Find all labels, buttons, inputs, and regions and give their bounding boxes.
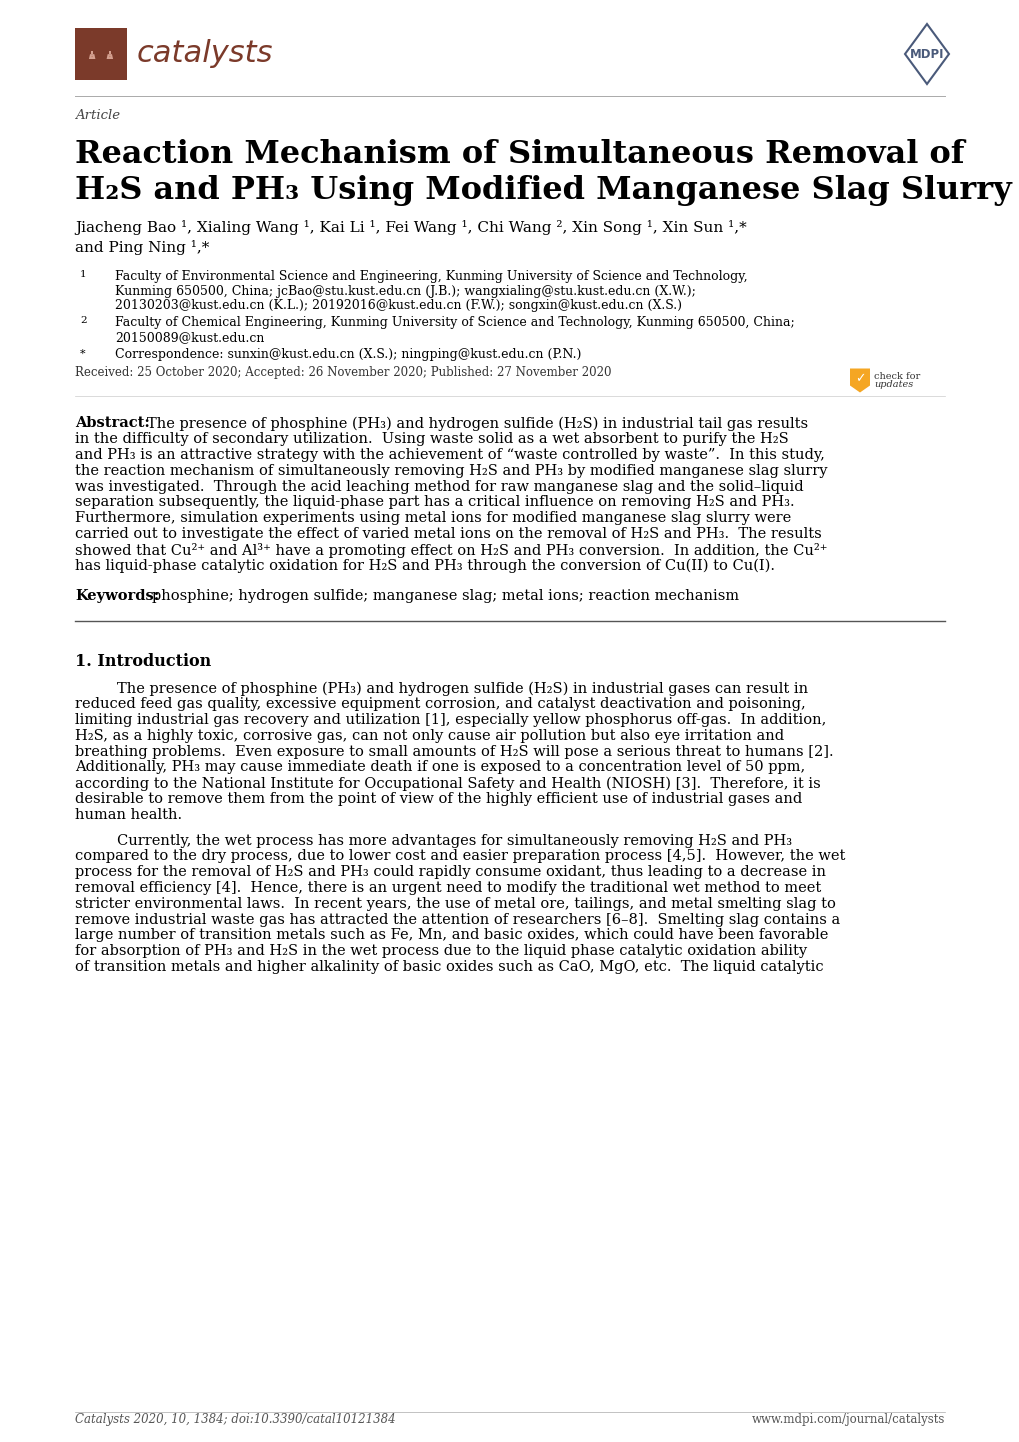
Text: stricter environmental laws.  In recent years, the use of metal ore, tailings, a: stricter environmental laws. In recent y… [75,897,835,911]
Text: check for: check for [873,372,919,382]
Text: Faculty of Chemical Engineering, Kunming University of Science and Technology, K: Faculty of Chemical Engineering, Kunming… [115,316,794,330]
Text: the reaction mechanism of simultaneously removing H₂S and PH₃ by modified mangan: the reaction mechanism of simultaneously… [75,464,826,477]
Text: Abstract:: Abstract: [75,417,150,431]
Text: Jiacheng Bao ¹, Xialing Wang ¹, Kai Li ¹, Fei Wang ¹, Chi Wang ², Xin Song ¹, Xi: Jiacheng Bao ¹, Xialing Wang ¹, Kai Li ¹… [75,221,746,235]
Text: Correspondence: sunxin@kust.edu.cn (X.S.); ningping@kust.edu.cn (P.N.): Correspondence: sunxin@kust.edu.cn (X.S.… [115,349,581,362]
Polygon shape [89,55,96,59]
Text: *: * [79,349,86,359]
Text: ✓: ✓ [854,372,864,385]
Text: catalysts: catalysts [137,39,273,69]
Text: was investigated.  Through the acid leaching method for raw manganese slag and t: was investigated. Through the acid leach… [75,480,803,493]
Text: 20150089@kust.edu.cn: 20150089@kust.edu.cn [115,332,264,345]
Polygon shape [849,369,869,392]
Text: limiting industrial gas recovery and utilization [1], especially yellow phosphor: limiting industrial gas recovery and uti… [75,714,825,727]
Text: remove industrial waste gas has attracted the attention of researchers [6–8].  S: remove industrial waste gas has attracte… [75,913,840,927]
Text: updates: updates [873,381,912,389]
Text: large number of transition metals such as Fe, Mn, and basic oxides, which could : large number of transition metals such a… [75,929,827,943]
Text: Furthermore, simulation experiments using metal ions for modified manganese slag: Furthermore, simulation experiments usin… [75,512,791,525]
Text: Catalysts 2020, 10, 1384; doi:10.3390/catal10121384: Catalysts 2020, 10, 1384; doi:10.3390/ca… [75,1413,395,1426]
Text: compared to the dry process, due to lower cost and easier preparation process [4: compared to the dry process, due to lowe… [75,849,845,864]
Text: Kunming 650500, China; jcBao@stu.kust.edu.cn (J.B.); wangxialing@stu.kust.edu.cn: Kunming 650500, China; jcBao@stu.kust.ed… [115,284,695,297]
Text: according to the National Institute for Occupational Safety and Health (NIOSH) [: according to the National Institute for … [75,776,820,790]
Text: showed that Cu²⁺ and Al³⁺ have a promoting effect on H₂S and PH₃ conversion.  In: showed that Cu²⁺ and Al³⁺ have a promoti… [75,542,826,558]
Text: human health.: human health. [75,808,182,822]
Text: 1. Introduction: 1. Introduction [75,653,211,671]
Text: Additionally, PH₃ may cause immediate death if one is exposed to a concentration: Additionally, PH₃ may cause immediate de… [75,760,804,774]
Text: Article: Article [75,110,120,123]
Text: H₂S and PH₃ Using Modified Manganese Slag Slurry: H₂S and PH₃ Using Modified Manganese Sla… [75,174,1011,206]
Text: 2: 2 [79,316,87,326]
Text: The presence of phosphine (PH₃) and hydrogen sulfide (H₂S) in industrial tail ga: The presence of phosphine (PH₃) and hydr… [147,417,807,431]
Text: carried out to investigate the effect of varied metal ions on the removal of H₂S: carried out to investigate the effect of… [75,528,821,541]
Text: and Ping Ning ¹,*: and Ping Ning ¹,* [75,239,209,255]
Text: separation subsequently, the liquid-phase part has a critical influence on remov: separation subsequently, the liquid-phas… [75,496,794,509]
Text: Keywords:: Keywords: [75,590,159,604]
Text: desirable to remove them from the point of view of the highly efficient use of i: desirable to remove them from the point … [75,792,802,806]
Text: 1: 1 [79,270,87,278]
Text: 20130203@kust.edu.cn (K.L.); 20192016@kust.edu.cn (F.W.); songxin@kust.edu.cn (X: 20130203@kust.edu.cn (K.L.); 20192016@ku… [115,298,682,311]
Text: breathing problems.  Even exposure to small amounts of H₂S will pose a serious t: breathing problems. Even exposure to sma… [75,744,833,758]
Polygon shape [107,55,113,59]
FancyBboxPatch shape [91,50,93,55]
Text: Received: 25 October 2020; Accepted: 26 November 2020; Published: 27 November 20: Received: 25 October 2020; Accepted: 26 … [75,366,611,379]
FancyBboxPatch shape [75,27,127,79]
Text: www.mdpi.com/journal/catalysts: www.mdpi.com/journal/catalysts [751,1413,944,1426]
Text: Faculty of Environmental Science and Engineering, Kunming University of Science : Faculty of Environmental Science and Eng… [115,270,747,283]
Text: in the difficulty of secondary utilization.  Using waste solid as a wet absorben: in the difficulty of secondary utilizati… [75,433,788,447]
Text: reduced feed gas quality, excessive equipment corrosion, and catalyst deactivati: reduced feed gas quality, excessive equi… [75,698,805,711]
Text: and PH₃ is an attractive strategy with the achievement of “waste controlled by w: and PH₃ is an attractive strategy with t… [75,448,824,461]
Text: H₂S, as a highly toxic, corrosive gas, can not only cause air pollution but also: H₂S, as a highly toxic, corrosive gas, c… [75,728,784,743]
Text: has liquid-phase catalytic oxidation for H₂S and PH₃ through the conversion of C: has liquid-phase catalytic oxidation for… [75,558,774,572]
Text: The presence of phosphine (PH₃) and hydrogen sulfide (H₂S) in industrial gases c: The presence of phosphine (PH₃) and hydr… [117,682,807,696]
Text: Currently, the wet process has more advantages for simultaneously removing H₂S a: Currently, the wet process has more adva… [117,833,792,848]
Text: MDPI: MDPI [909,48,944,61]
Text: process for the removal of H₂S and PH₃ could rapidly consume oxidant, thus leadi: process for the removal of H₂S and PH₃ c… [75,865,825,880]
Text: phosphine; hydrogen sulfide; manganese slag; metal ions; reaction mechanism: phosphine; hydrogen sulfide; manganese s… [152,590,739,604]
Text: Reaction Mechanism of Simultaneous Removal of: Reaction Mechanism of Simultaneous Remov… [75,138,964,170]
Text: of transition metals and higher alkalinity of basic oxides such as CaO, MgO, etc: of transition metals and higher alkalini… [75,960,822,975]
Text: for absorption of PH₃ and H₂S in the wet process due to the liquid phase catalyt: for absorption of PH₃ and H₂S in the wet… [75,945,806,959]
Text: removal efficiency [4].  Hence, there is an urgent need to modify the traditiona: removal efficiency [4]. Hence, there is … [75,881,820,895]
FancyBboxPatch shape [109,50,111,55]
